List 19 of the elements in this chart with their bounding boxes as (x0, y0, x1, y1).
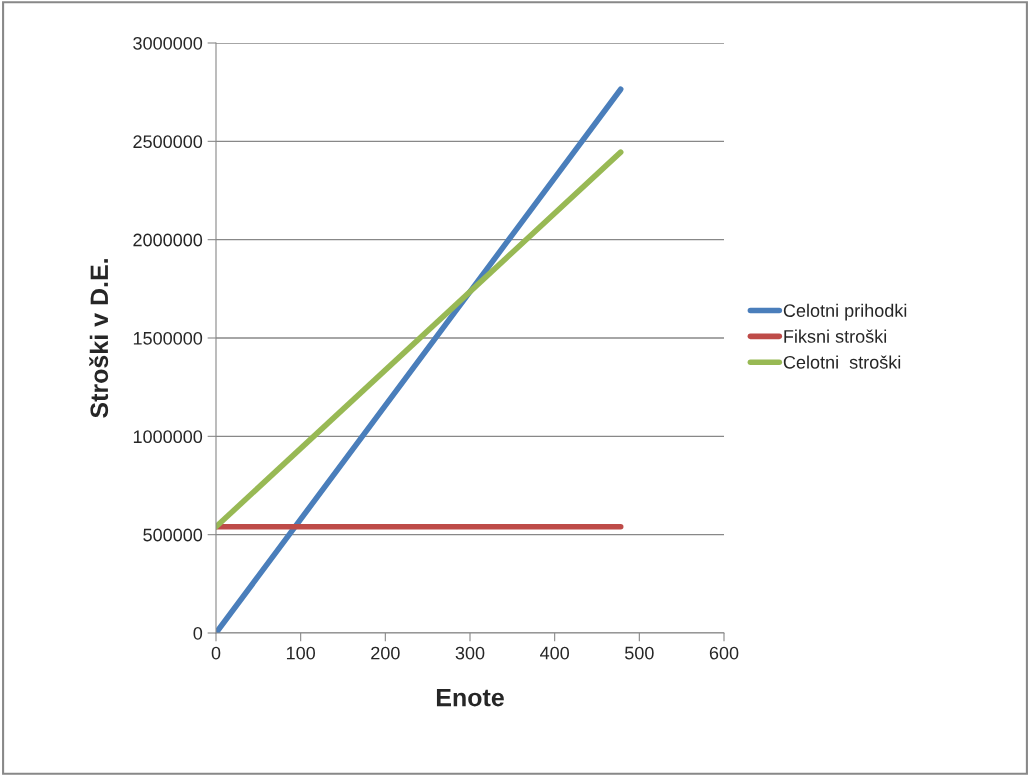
y-tick-label: 2000000 (133, 233, 203, 247)
legend-label: Fiksni stroški (784, 329, 887, 343)
x-tick-label: 200 (371, 646, 400, 660)
x-tick-label: 300 (455, 646, 485, 660)
legend-label: Celotni stroški (783, 355, 901, 369)
x-tick-label: 0 (211, 646, 221, 660)
y-tick-label: 1500000 (133, 331, 203, 345)
x-tick-label: 500 (624, 646, 654, 660)
y-axis-title: Stroški v D.E. (89, 259, 109, 418)
x-tick-label: 600 (709, 646, 739, 660)
legend-label: Celotni prihodki (783, 303, 907, 321)
x-axis-title: Enote (436, 688, 504, 707)
x-tick-label: 100 (286, 646, 316, 660)
y-tick-label: 2500000 (133, 135, 203, 149)
x-tick-label: 400 (540, 646, 570, 660)
y-tick-label: 500000 (143, 528, 203, 542)
y-tick-label: 1000000 (133, 430, 203, 444)
y-tick-label: 3000000 (133, 36, 203, 50)
y-tick-label: 0 (193, 626, 203, 640)
